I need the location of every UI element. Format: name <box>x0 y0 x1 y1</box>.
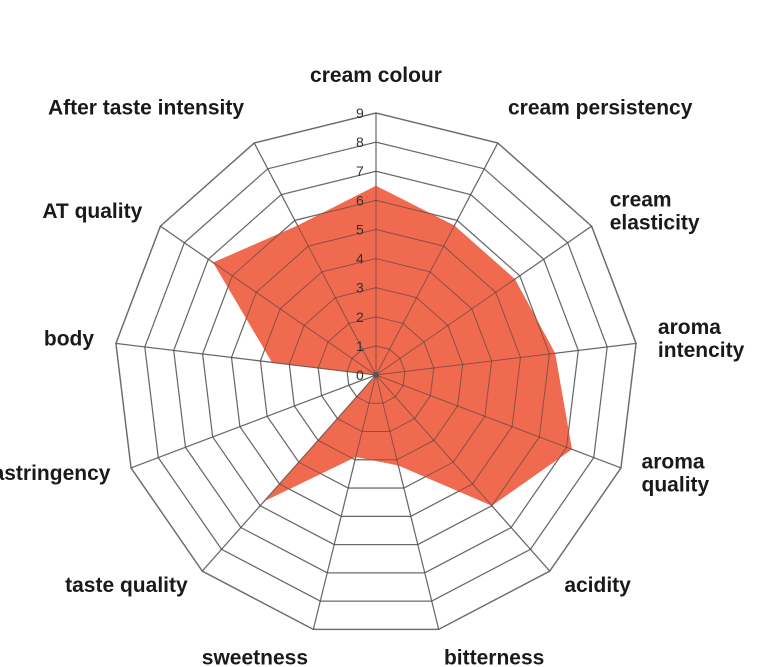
tick-label-8: 8 <box>356 134 364 150</box>
axis-label-12: AT quality <box>42 200 142 223</box>
grid-ring-overlay-9 <box>115 112 637 630</box>
grid-spoke-overlay-9 <box>201 374 377 572</box>
tick-label-3: 3 <box>356 280 364 296</box>
axis-label-2: cream persistency <box>508 97 693 120</box>
grid-spoke-overlay-5 <box>375 374 622 469</box>
grid-spoke-overlay-12 <box>160 225 377 376</box>
axis-label-line: AT quality <box>42 200 142 223</box>
grid-ring-overlay-6 <box>202 199 550 546</box>
grid-ring-overlay-2 <box>317 316 435 433</box>
axis-label-line: cream persistency <box>508 97 693 120</box>
axis-label-line: cream colour <box>310 64 442 87</box>
axis-label-line: quality <box>642 474 710 497</box>
grid-spoke-overlay-6 <box>375 374 551 572</box>
radar-series <box>115 112 637 630</box>
grid-spoke-overlay-10 <box>130 374 377 469</box>
axis-label-line: body <box>44 327 94 350</box>
tick-label-6: 6 <box>356 192 364 208</box>
axis-label-1: cream colour <box>310 64 442 87</box>
tick-label-9: 9 <box>356 105 364 121</box>
axis-label-7: bitterness <box>444 647 544 667</box>
axis-label-13: After taste intensity <box>48 97 244 120</box>
axis-label-line: acidity <box>564 574 631 597</box>
axis-label-5: aroma quality <box>642 451 710 497</box>
tick-label-4: 4 <box>356 251 364 267</box>
radial-tick-labels: 0 1 2 3 4 5 6 7 8 9 <box>356 105 364 383</box>
grid-ring-overlay-7 <box>173 170 579 574</box>
grid-spoke-overlay-4 <box>375 342 637 376</box>
axis-label-line: After taste intensity <box>48 97 244 120</box>
series-area-1 <box>213 185 572 506</box>
grid-spoke-overlay-8 <box>312 374 377 630</box>
axis-label-line: intencity <box>658 339 745 362</box>
grid-spoke-overlay-7 <box>375 374 440 630</box>
axis-label-line: taste quality <box>65 574 188 597</box>
tick-label-7: 7 <box>356 163 364 179</box>
grid-ring-overlay-5 <box>230 228 522 517</box>
axis-label-line: aroma <box>658 316 721 339</box>
axis-label-line: cream <box>610 189 672 212</box>
grid-ring-overlay-3 <box>288 287 464 461</box>
center-dot <box>373 372 379 378</box>
axis-label-line: sweetness <box>202 647 308 667</box>
grid-spoke-overlay-3 <box>375 225 592 376</box>
axis-label-9: taste quality <box>65 574 188 597</box>
grid-spoke-overlay-13 <box>253 142 377 376</box>
axis-label-line: bitterness <box>444 647 544 667</box>
tick-label-0: 0 <box>356 367 364 383</box>
grid-spoke-overlay-2 <box>375 142 499 376</box>
grid-spoke-overlay-11 <box>115 342 377 376</box>
axis-label-11: body <box>44 327 94 350</box>
axis-label-3: cream elasticity <box>610 189 700 235</box>
axis-labels: cream colour cream persistency cream elasti… <box>0 64 745 667</box>
axis-label-6: acidity <box>564 574 631 597</box>
tick-label-1: 1 <box>356 338 364 354</box>
grid-ring-overlay-1 <box>346 345 406 404</box>
grid-ring-overlay-8 <box>144 141 608 602</box>
tick-label-2: 2 <box>356 309 364 325</box>
axis-label-line: astringency <box>0 462 111 485</box>
axis-label-line: elasticity <box>610 212 700 235</box>
axis-label-10: astringency <box>0 462 111 485</box>
grid-ring-overlay-4 <box>259 258 493 489</box>
tick-label-5: 5 <box>356 221 364 237</box>
axis-label-8: sweetness <box>202 647 308 667</box>
axis-label-line: aroma <box>642 451 705 474</box>
axis-label-4: aroma intencity <box>658 316 745 362</box>
